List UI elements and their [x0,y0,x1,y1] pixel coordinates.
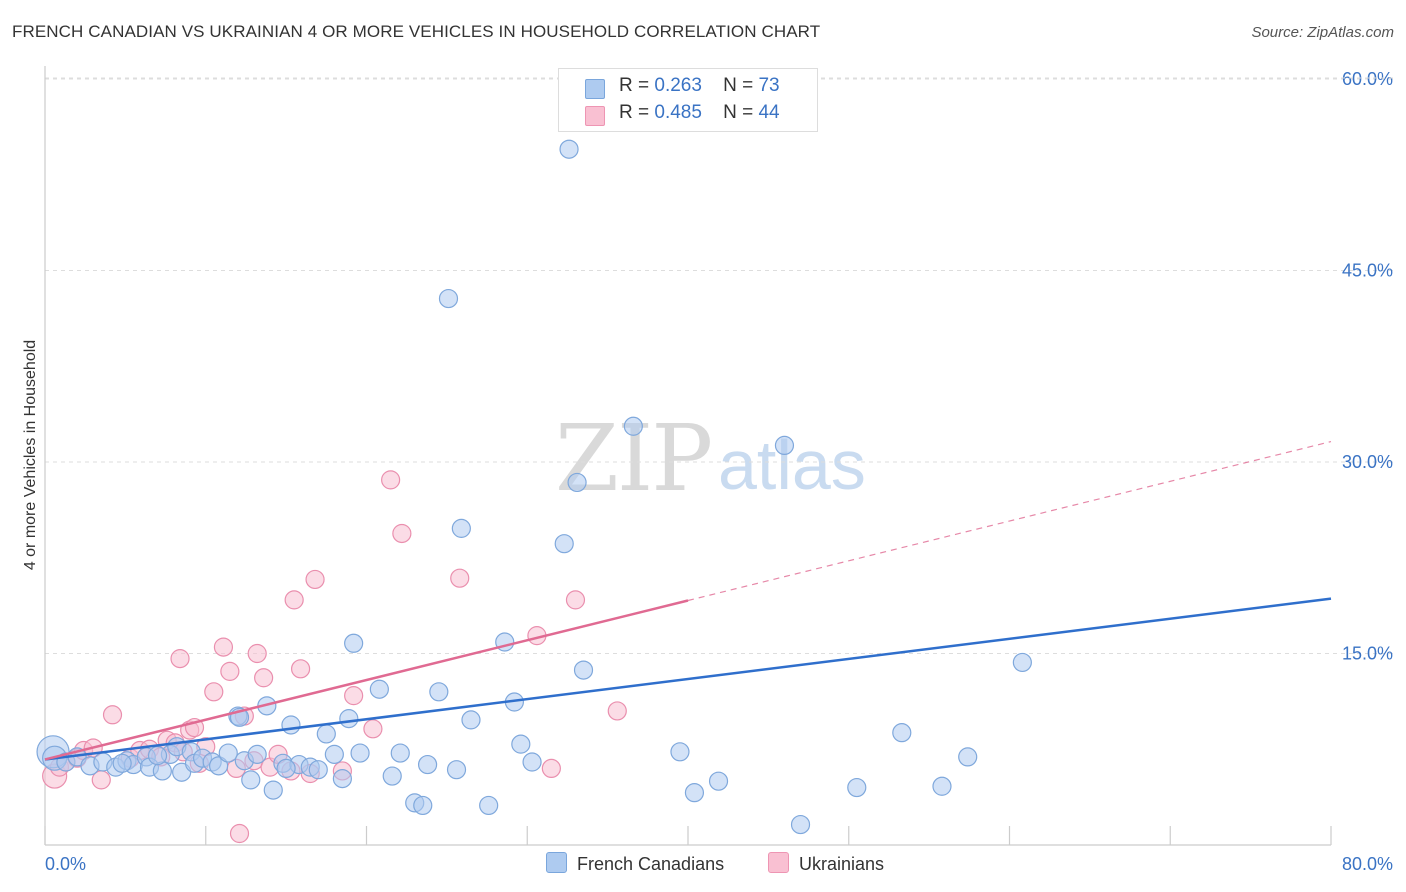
bottom-legend-label: Ukrainians [799,854,885,874]
point-french-canadians [276,758,296,779]
point-ukrainians [254,668,274,688]
point-ukrainians [363,719,383,739]
legend-n-label: N = [723,75,754,96]
point-ukrainians [381,470,401,490]
point-ukrainians [392,523,412,544]
point-french-canadians [559,139,579,159]
point-french-canadians [429,682,449,702]
point-french-canadians [451,518,471,538]
point-ukrainians [220,661,240,681]
chart-title: FRENCH CANADIAN VS UKRAINIAN 4 OR MORE V… [12,22,821,41]
point-french-canadians [479,795,499,816]
point-ukrainians [541,758,561,779]
ukrainians-points [42,470,627,844]
bottom-legend-ukrainians: Ukrainians [768,852,884,875]
y-tick-label: 60.0% [1342,69,1393,89]
point-french-canadians [511,734,531,754]
point-ukrainians [204,682,224,702]
point-french-canadians [847,777,867,798]
bottom-legend-swatch-pink [768,852,789,873]
bottom-legend-french-canadians: French Canadians [546,852,724,875]
point-french-canadians [932,776,952,796]
trendline-french-canadians [44,597,1332,761]
point-french-canadians [241,770,261,790]
point-french-canadians [316,724,336,744]
point-french-canadians [390,743,410,763]
trendline-ukrainians-extension [687,440,1332,602]
point-french-canadians [209,756,229,776]
point-french-canadians [573,660,594,680]
point-french-canadians [567,472,587,493]
french-canadians-points [36,139,1032,835]
point-ukrainians [344,686,364,706]
legend-n-value: 44 [758,102,780,123]
x-tick-label: 80.0% [1342,854,1393,874]
point-french-canadians [708,771,729,791]
point-french-canadians [218,743,238,763]
point-french-canadians [461,710,481,730]
point-french-canadians [332,769,352,789]
legend-n-value: 73 [758,75,780,96]
source-credit: Source: ZipAtlas.com [1251,24,1394,41]
point-french-canadians [382,766,402,786]
y-axis-label: 4 or more Vehicles in Household [22,339,39,571]
legend-r-value: 0.485 [654,102,702,123]
point-ukrainians [170,649,190,669]
legend-swatch-blue [585,79,605,99]
trendline-ukrainians [44,599,689,761]
y-tick-label: 15.0% [1342,644,1393,664]
point-french-canadians [147,746,168,766]
point-ukrainians [247,643,267,664]
point-french-canadians [670,742,690,762]
legend-r-value: 0.263 [654,75,702,96]
legend-n-label: N = [723,102,754,123]
point-french-canadians [350,743,370,763]
point-french-canadians [554,534,574,554]
point-french-canadians [413,795,433,816]
legend-r-label: R = [619,75,650,96]
point-french-canadians [1012,652,1032,673]
legend-swatch-pink [585,106,605,126]
point-french-canadians [958,747,978,767]
point-french-canadians [112,753,132,773]
y-tick-label: 30.0% [1342,452,1393,472]
point-ukrainians [565,590,586,610]
watermark-atlas: atlas [718,426,866,504]
bottom-legend-swatch-blue [546,852,567,873]
point-ukrainians [290,659,311,679]
point-french-canadians [344,633,364,653]
legend-r-label: R = [619,102,650,123]
point-french-canadians [522,752,542,772]
point-french-canadians [339,709,359,729]
point-french-canadians [369,679,389,699]
point-french-canadians [774,435,795,456]
point-ukrainians [450,568,470,588]
point-french-canadians [790,814,811,835]
point-french-canadians [247,744,267,764]
point-french-canadians [892,723,912,743]
x-tick-label: 0.0% [45,854,86,874]
correlation-legend: R = 0.263 N = 73 R = 0.485 N = 44 [558,68,818,132]
point-french-canadians [684,783,705,803]
point-french-canadians [438,288,459,309]
point-ukrainians [284,590,304,610]
bottom-legend-label: French Canadians [577,854,725,874]
point-ukrainians [607,701,627,721]
point-ukrainians [102,705,123,725]
point-ukrainians [229,823,250,844]
point-french-canadians [324,744,344,764]
point-french-canadians [623,416,643,436]
y-tick-label: 45.0% [1342,261,1393,281]
point-french-canadians [308,760,328,780]
point-french-canadians [417,754,438,775]
point-ukrainians [305,569,325,590]
point-ukrainians [213,637,234,657]
point-french-canadians [446,760,467,780]
point-french-canadians [263,780,283,800]
point-french-canadians [281,715,301,735]
